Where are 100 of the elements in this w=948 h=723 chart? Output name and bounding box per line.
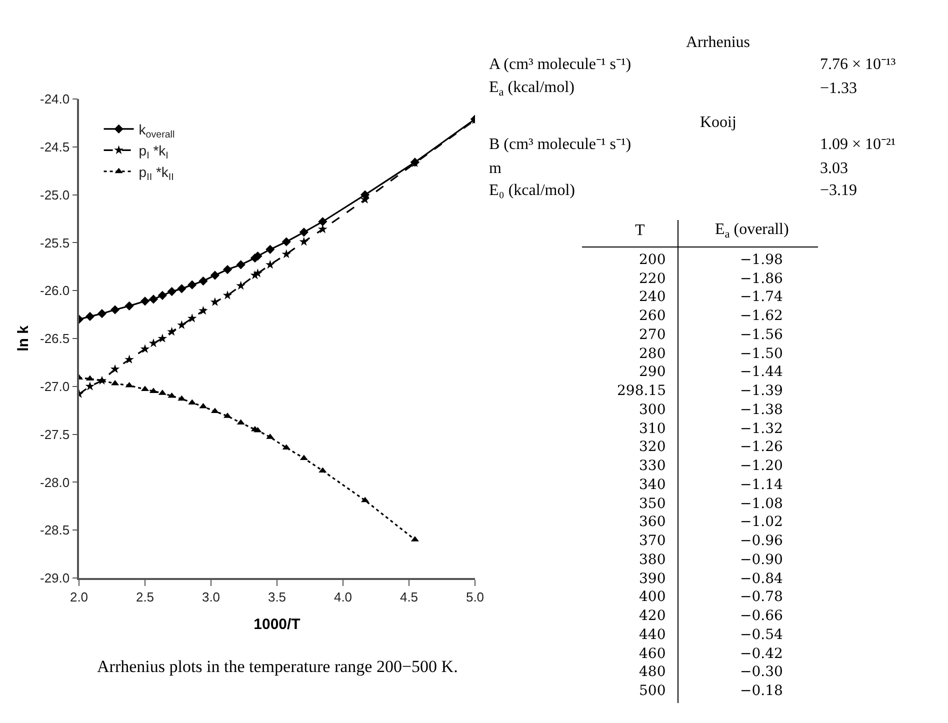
- y-axis-title: ln k: [14, 324, 32, 352]
- text: 370: [639, 533, 666, 549]
- point: [158, 334, 168, 342]
- point: [282, 249, 292, 258]
- legend-label: p$_{II}$ *k$_{II}$: [138, 164, 174, 183]
- text: −1.50: [740, 346, 783, 362]
- point: [253, 268, 262, 278]
- point: [140, 344, 150, 353]
- point: [124, 354, 134, 364]
- text: −0.78: [740, 589, 783, 605]
- legend-label: k$_{overall}$: [138, 121, 175, 140]
- text: −1.74: [740, 289, 783, 305]
- text: 480: [639, 664, 666, 680]
- y-tick-label: -28.0: [40, 474, 70, 490]
- point: [177, 320, 186, 330]
- point: [210, 270, 220, 280]
- point: [222, 264, 232, 274]
- point: [168, 392, 176, 398]
- text: 500: [639, 683, 666, 699]
- text: 298.15: [617, 383, 666, 399]
- x-tick-label: 4.0: [334, 589, 352, 604]
- text: 320: [639, 439, 666, 455]
- point: [318, 217, 328, 226]
- text: 310: [639, 421, 666, 437]
- x-tick-label: 5.0: [466, 589, 484, 604]
- y-tick-label: -26.5: [40, 331, 70, 346]
- point: [148, 294, 158, 304]
- text: 380: [639, 552, 666, 568]
- text: −1.44: [740, 364, 783, 380]
- x-tick-label: 3.0: [202, 589, 220, 604]
- text: −0.96: [740, 533, 783, 549]
- text: 460: [639, 646, 666, 662]
- text: −0.84: [740, 571, 783, 587]
- point: [222, 290, 232, 300]
- text: −1.32: [740, 421, 783, 437]
- text: −1.26: [740, 439, 783, 455]
- text: −1.98: [740, 252, 783, 268]
- y-tick-label: -24.0: [40, 92, 70, 107]
- text: 220: [639, 271, 666, 287]
- x-tick-label: 4.5: [400, 589, 418, 604]
- text: 7.76 × 10⁻¹³: [820, 56, 896, 73]
- point: [299, 228, 308, 237]
- point: [177, 284, 186, 294]
- text: 420: [639, 608, 666, 624]
- point: [198, 276, 208, 286]
- point: [282, 237, 291, 246]
- point: [198, 306, 208, 315]
- text: 280: [639, 346, 666, 362]
- point: [187, 313, 197, 322]
- text: 350: [639, 496, 666, 512]
- text: 240: [639, 289, 666, 305]
- text: 400: [639, 589, 666, 605]
- text: E$_{a}$ (kcal/mol): [489, 79, 574, 98]
- text: −0.30: [740, 664, 783, 680]
- text: E₀ (kcal/mol): [489, 182, 575, 199]
- text: A (cm³ molecule⁻¹ s⁻¹): [489, 56, 632, 73]
- text: −0.54: [740, 627, 783, 643]
- text: 340: [639, 477, 666, 493]
- text: Arrhenius: [686, 34, 750, 51]
- point: [148, 338, 158, 348]
- text: 3.03: [820, 160, 848, 177]
- text: −0.66: [740, 608, 783, 624]
- y-tick-label: -26.0: [40, 283, 70, 298]
- x-tick-label: 3.5: [268, 589, 286, 604]
- text: −1.56: [740, 327, 783, 343]
- text: 290: [639, 364, 666, 380]
- point: [158, 290, 167, 300]
- point: [85, 312, 95, 322]
- text: 440: [639, 627, 666, 643]
- point: [210, 408, 219, 414]
- point: [97, 309, 107, 318]
- text: E$_{a}$ (overall): [715, 221, 789, 240]
- point: [167, 326, 176, 336]
- text: 260: [639, 308, 666, 324]
- point: [254, 426, 262, 432]
- text: 360: [639, 514, 666, 530]
- text: −1.33: [820, 80, 858, 97]
- point: [85, 382, 95, 390]
- text: B (cm³ molecule⁻¹ s⁻¹): [489, 136, 632, 153]
- point: [125, 382, 134, 388]
- point: [361, 496, 370, 502]
- text: −1.39: [740, 383, 783, 399]
- text: 390: [639, 571, 666, 587]
- point: [266, 244, 275, 254]
- text: 200: [639, 252, 666, 268]
- text: −1.14: [740, 477, 783, 493]
- y-tick-label: -27.0: [40, 378, 70, 394]
- text: −0.90: [740, 552, 783, 568]
- point: [236, 419, 245, 425]
- text: Arrhenius plots in the temperature range 200−500 K.: [97, 657, 458, 676]
- point: [167, 287, 176, 296]
- text: −1.20: [740, 458, 783, 474]
- text: T: [635, 222, 645, 239]
- legend-label: p$_{I}$ *k$_{I}$: [138, 142, 168, 162]
- point: [236, 260, 246, 270]
- x-axis-title: 1000/T: [254, 616, 300, 633]
- text: −1.08: [740, 496, 783, 512]
- text: 330: [639, 458, 666, 474]
- text: −1.38: [740, 402, 783, 418]
- y-tick-label: -24.5: [40, 139, 70, 154]
